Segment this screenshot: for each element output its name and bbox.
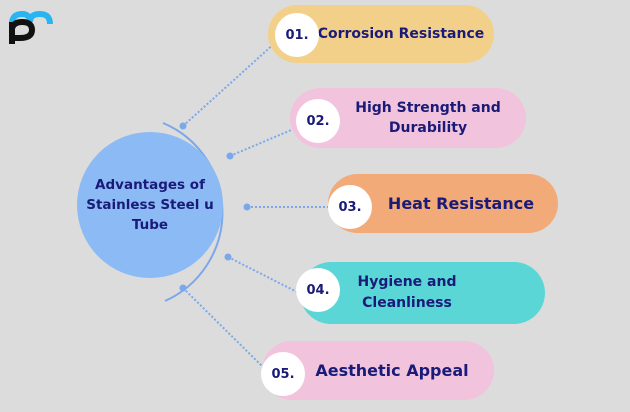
- connector-dot: [179, 284, 187, 292]
- connector-dot: [243, 203, 251, 211]
- connector-dot: [226, 152, 234, 160]
- center-topic-circle: Advantages of Stainless Steel u Tube: [77, 132, 223, 278]
- connector-1: [182, 41, 277, 127]
- item-label: Hygiene and Cleanliness: [357, 274, 457, 311]
- item-label: Heat Resistance: [387, 194, 535, 213]
- connector-2: [229, 127, 297, 157]
- connector-4: [227, 256, 298, 293]
- item-number: 05.: [271, 366, 295, 382]
- item-number-1: 01.: [275, 13, 319, 57]
- connector-dot: [224, 253, 232, 261]
- item-number-5: 05.: [261, 352, 305, 396]
- item-number-2: 02.: [296, 99, 340, 143]
- item-label: Corrosion Resistance: [317, 26, 485, 42]
- item-pill-4: Hygiene and Cleanliness: [300, 262, 545, 324]
- connector-5: [182, 287, 265, 369]
- item-number-4: 04.: [296, 268, 340, 312]
- item-number: 02.: [306, 113, 330, 129]
- item-number: 01.: [285, 27, 309, 43]
- item-number: 04.: [306, 282, 330, 298]
- connector-dot: [179, 122, 187, 130]
- item-number-3: 03.: [328, 185, 372, 229]
- item-number: 03.: [338, 199, 362, 215]
- center-title: Advantages of Stainless Steel u Tube: [86, 177, 214, 233]
- logo: [9, 10, 53, 44]
- item-label: High Strength and Durability: [355, 100, 501, 136]
- item-label: Aesthetic Appeal: [315, 361, 469, 380]
